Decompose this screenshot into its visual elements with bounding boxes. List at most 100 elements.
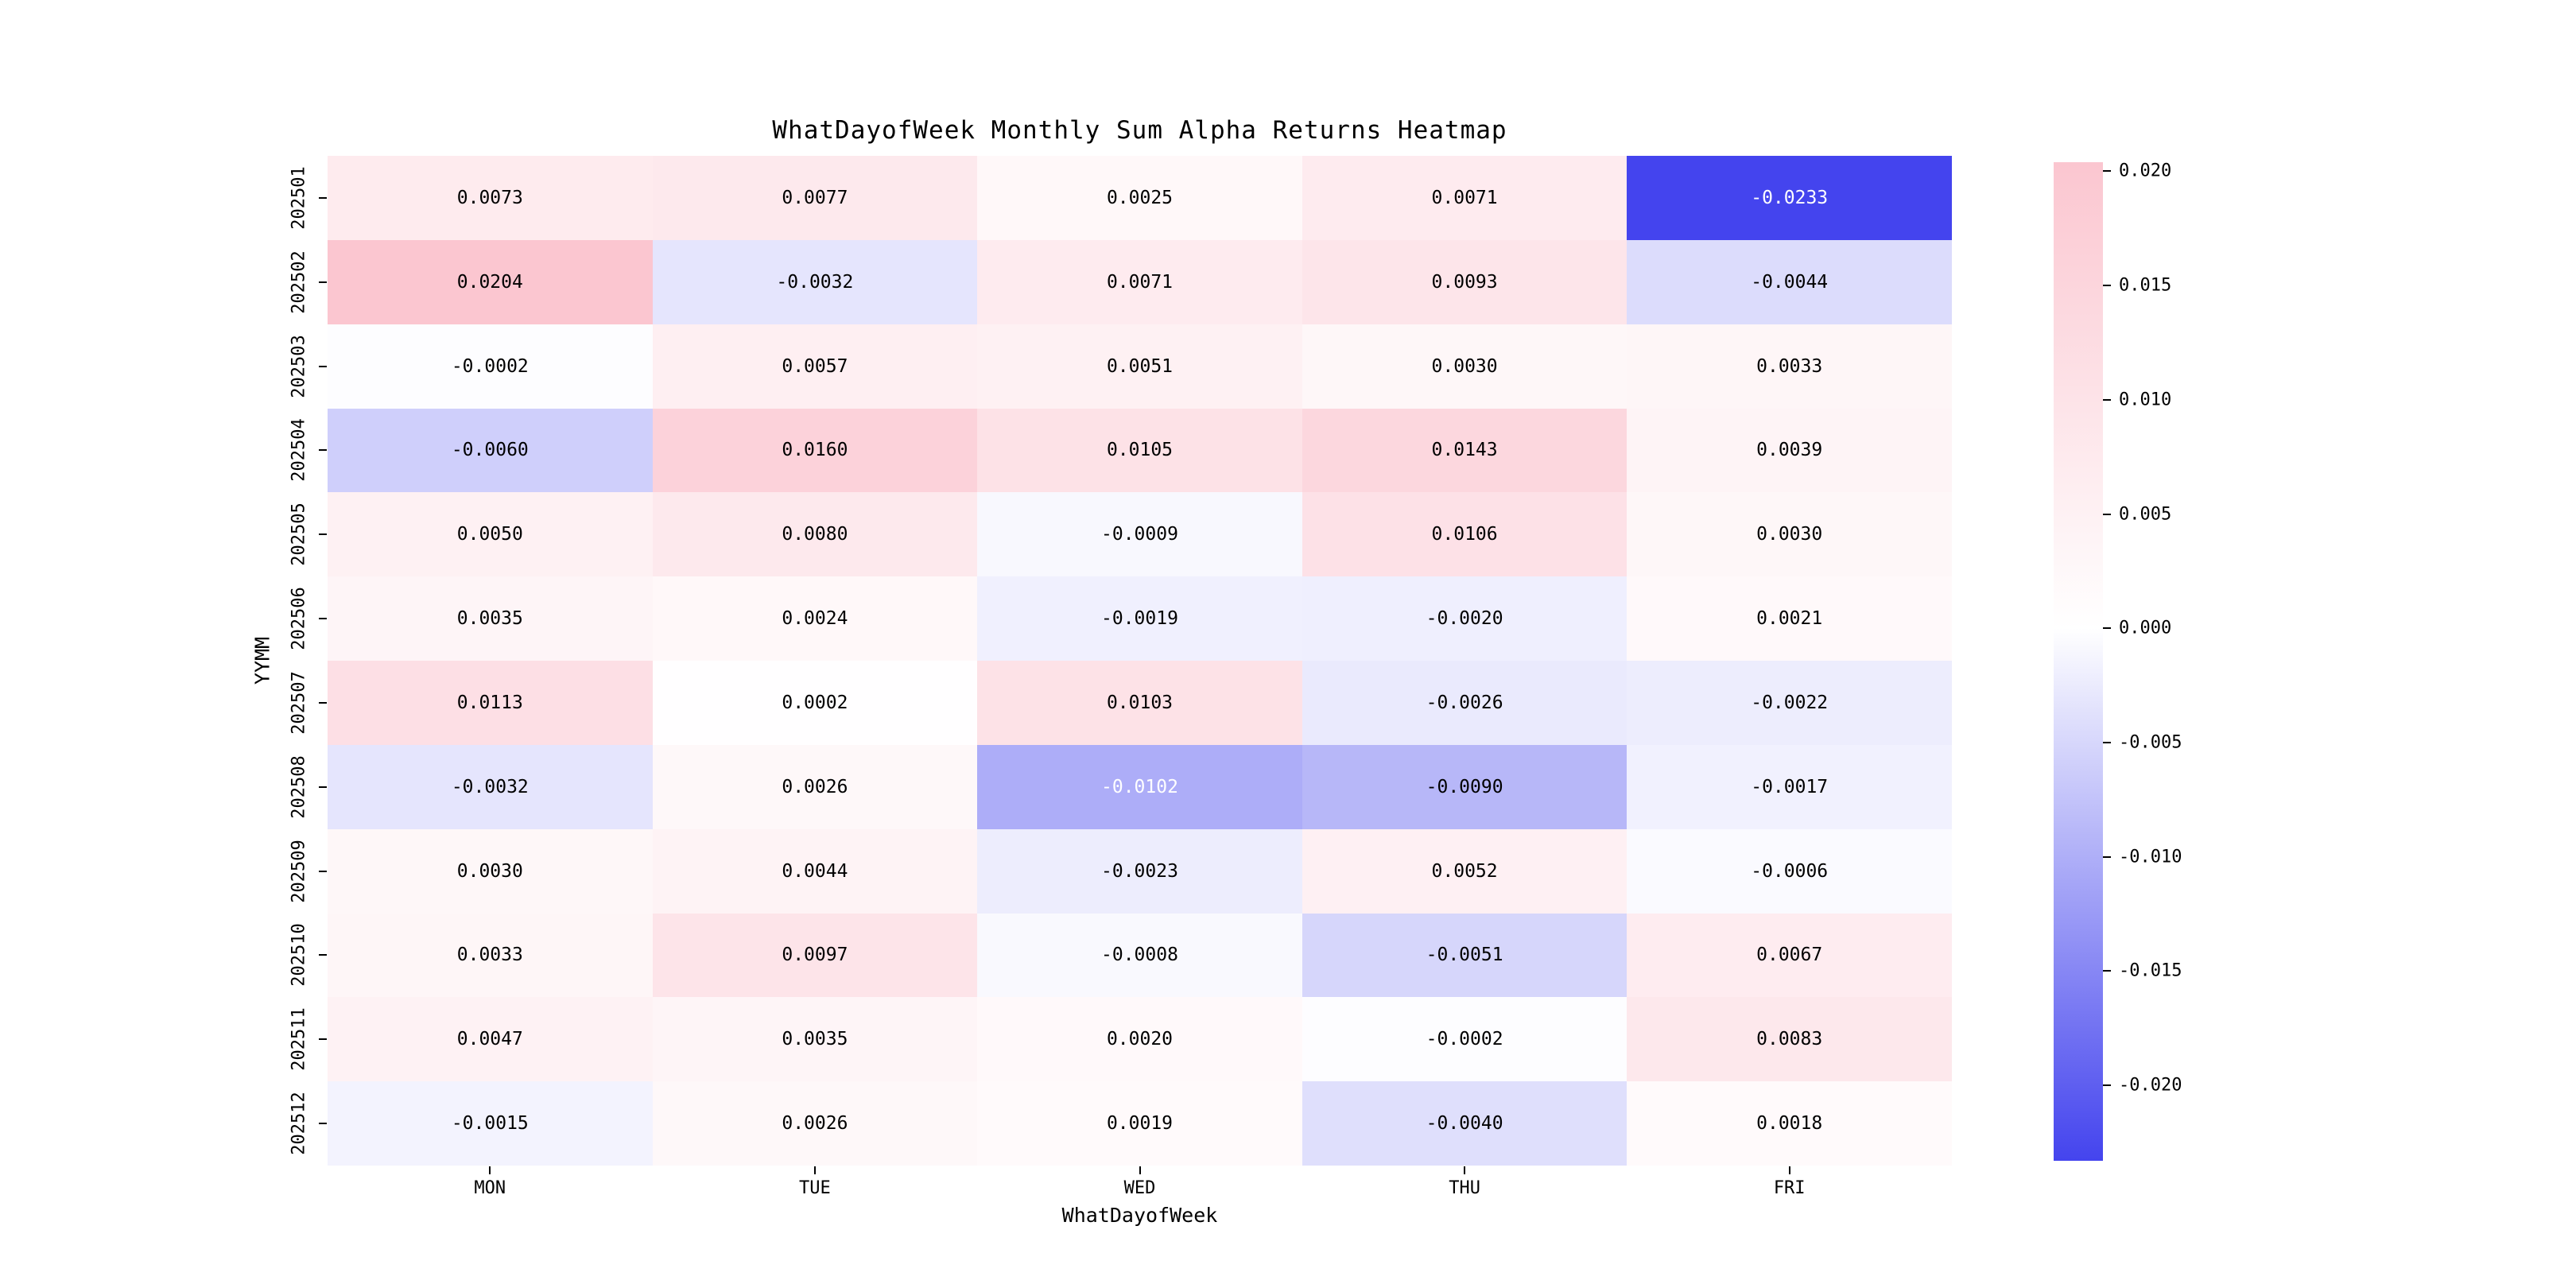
heatmap-cell: 0.0047 [328, 997, 653, 1082]
heatmap-cell: 0.0050 [328, 492, 653, 577]
heatmap-cell: 0.0044 [652, 828, 978, 914]
y-tick-label: 202503 [289, 334, 309, 398]
heatmap-cell: -0.0019 [977, 576, 1302, 661]
y-axis-label: YYMM [250, 636, 274, 685]
heatmap-cell: 0.0021 [1627, 576, 1952, 661]
heatmap-cell: 0.0080 [652, 492, 978, 577]
colorbar-tick-mark [2103, 742, 2111, 744]
y-tick-label: 202506 [289, 587, 309, 650]
y-tick-label: 202509 [289, 839, 309, 903]
heatmap-cell: 0.0105 [977, 408, 1302, 493]
y-tick-mark [319, 786, 327, 788]
heatmap-cell: -0.0006 [1627, 828, 1952, 914]
x-tick-label: MON [474, 1178, 506, 1198]
heatmap-cell: 0.0077 [652, 156, 978, 240]
heatmap-cell: -0.0233 [1627, 156, 1952, 240]
x-tick-mark [1464, 1166, 1466, 1174]
colorbar-tick-label: 0.010 [2119, 390, 2172, 410]
heatmap-cell: -0.0040 [1302, 1081, 1627, 1166]
colorbar-tick-label: 0.005 [2119, 504, 2172, 525]
heatmap-cell: 0.0057 [652, 324, 978, 409]
heatmap-cell: 0.0083 [1627, 997, 1952, 1082]
y-tick-label: 202510 [289, 923, 309, 987]
y-tick-label: 202504 [289, 418, 309, 483]
heatmap-cell: -0.0008 [977, 913, 1302, 998]
y-tick-mark [319, 1123, 327, 1125]
x-tick-label: FRI [1773, 1178, 1806, 1198]
heatmap-cell: 0.0097 [652, 913, 978, 998]
heatmap-cell: 0.0033 [1627, 324, 1952, 409]
y-tick-label: 202501 [289, 166, 309, 230]
y-tick-mark [319, 1038, 327, 1041]
heatmap-cell: -0.0009 [977, 492, 1302, 577]
heatmap-cell: -0.0002 [328, 324, 653, 409]
heatmap-cell: -0.0090 [1302, 744, 1627, 829]
y-tick-mark [319, 449, 327, 452]
chart-title: WhatDayofWeek Monthly Sum Alpha Returns … [772, 116, 1507, 145]
heatmap-cell: 0.0071 [1302, 156, 1627, 240]
heatmap-cell: -0.0020 [1302, 576, 1627, 661]
colorbar-gradient [2054, 162, 2103, 1161]
y-tick-label: 202511 [289, 1007, 309, 1071]
colorbar-tick-label: 0.000 [2119, 618, 2172, 638]
heatmap-cell: -0.0002 [1302, 997, 1627, 1082]
heatmap-cell: -0.0015 [328, 1081, 653, 1166]
x-tick-mark [813, 1166, 816, 1174]
y-tick-mark [319, 533, 327, 536]
y-tick-label: 202512 [289, 1092, 309, 1155]
heatmap-cell: 0.0019 [977, 1081, 1302, 1166]
colorbar-tick-label: -0.010 [2119, 847, 2182, 867]
heatmap-cell: 0.0025 [977, 156, 1302, 240]
heatmap-cell: 0.0033 [328, 913, 653, 998]
heatmap-cell: 0.0071 [977, 239, 1302, 324]
x-tick-mark [1788, 1166, 1790, 1174]
heatmap-cell: 0.0160 [652, 408, 978, 493]
heatmap-cell: -0.0051 [1302, 913, 1627, 998]
colorbar-tick-label: -0.020 [2119, 1075, 2182, 1096]
heatmap-cell: 0.0030 [1627, 492, 1952, 577]
heatmap-cell: 0.0035 [652, 997, 978, 1082]
heatmap-cell: 0.0002 [652, 661, 978, 745]
y-tick-mark [319, 618, 327, 620]
heatmap-cell: 0.0020 [977, 997, 1302, 1082]
colorbar-tick-label: 0.015 [2119, 275, 2172, 296]
y-tick-mark [319, 870, 327, 872]
heatmap-cell: -0.0032 [652, 239, 978, 324]
colorbar-tick-mark [2103, 170, 2111, 173]
y-tick-label: 202508 [289, 755, 309, 819]
heatmap-cell: -0.0032 [328, 744, 653, 829]
colorbar-tick-mark [2103, 1084, 2111, 1087]
colorbar-tick-mark [2103, 970, 2111, 972]
heatmap-cell: 0.0018 [1627, 1081, 1952, 1166]
y-tick-label: 202505 [289, 502, 309, 566]
y-tick-label: 202502 [289, 250, 309, 314]
heatmap-cell: 0.0113 [328, 661, 653, 745]
heatmap-cell: 0.0093 [1302, 239, 1627, 324]
heatmap-cell: 0.0026 [652, 744, 978, 829]
heatmap-cell: 0.0106 [1302, 492, 1627, 577]
x-tick-mark [489, 1166, 491, 1174]
heatmap-cell: 0.0103 [977, 661, 1302, 745]
y-tick-mark [319, 701, 327, 704]
heatmap-plot: 0.0073 0.0077 0.0025 0.0071 -0.0233 0.0204 -0.… [328, 156, 1952, 1166]
heatmap-cell: 0.0024 [652, 576, 978, 661]
heatmap-cell: 0.0026 [652, 1081, 978, 1166]
colorbar-tick-label: -0.005 [2119, 732, 2182, 753]
heatmap-cell: -0.0017 [1627, 744, 1952, 829]
heatmap-cell: 0.0039 [1627, 408, 1952, 493]
heatmap-cell: -0.0026 [1302, 661, 1627, 745]
colorbar-tick-mark [2103, 398, 2111, 401]
heatmap-cell: -0.0060 [328, 408, 653, 493]
heatmap-cell: -0.0044 [1627, 239, 1952, 324]
heatmap-cell: -0.0022 [1627, 661, 1952, 745]
colorbar-tick-label: 0.020 [2119, 161, 2172, 181]
colorbar-tick-mark [2103, 627, 2111, 630]
heatmap-cell: 0.0204 [328, 239, 653, 324]
heatmap-cell: 0.0143 [1302, 408, 1627, 493]
x-tick-label: THU [1449, 1178, 1480, 1198]
heatmap-cell: 0.0035 [328, 576, 653, 661]
y-tick-mark [319, 281, 327, 283]
heatmap-cell: 0.0030 [328, 828, 653, 914]
